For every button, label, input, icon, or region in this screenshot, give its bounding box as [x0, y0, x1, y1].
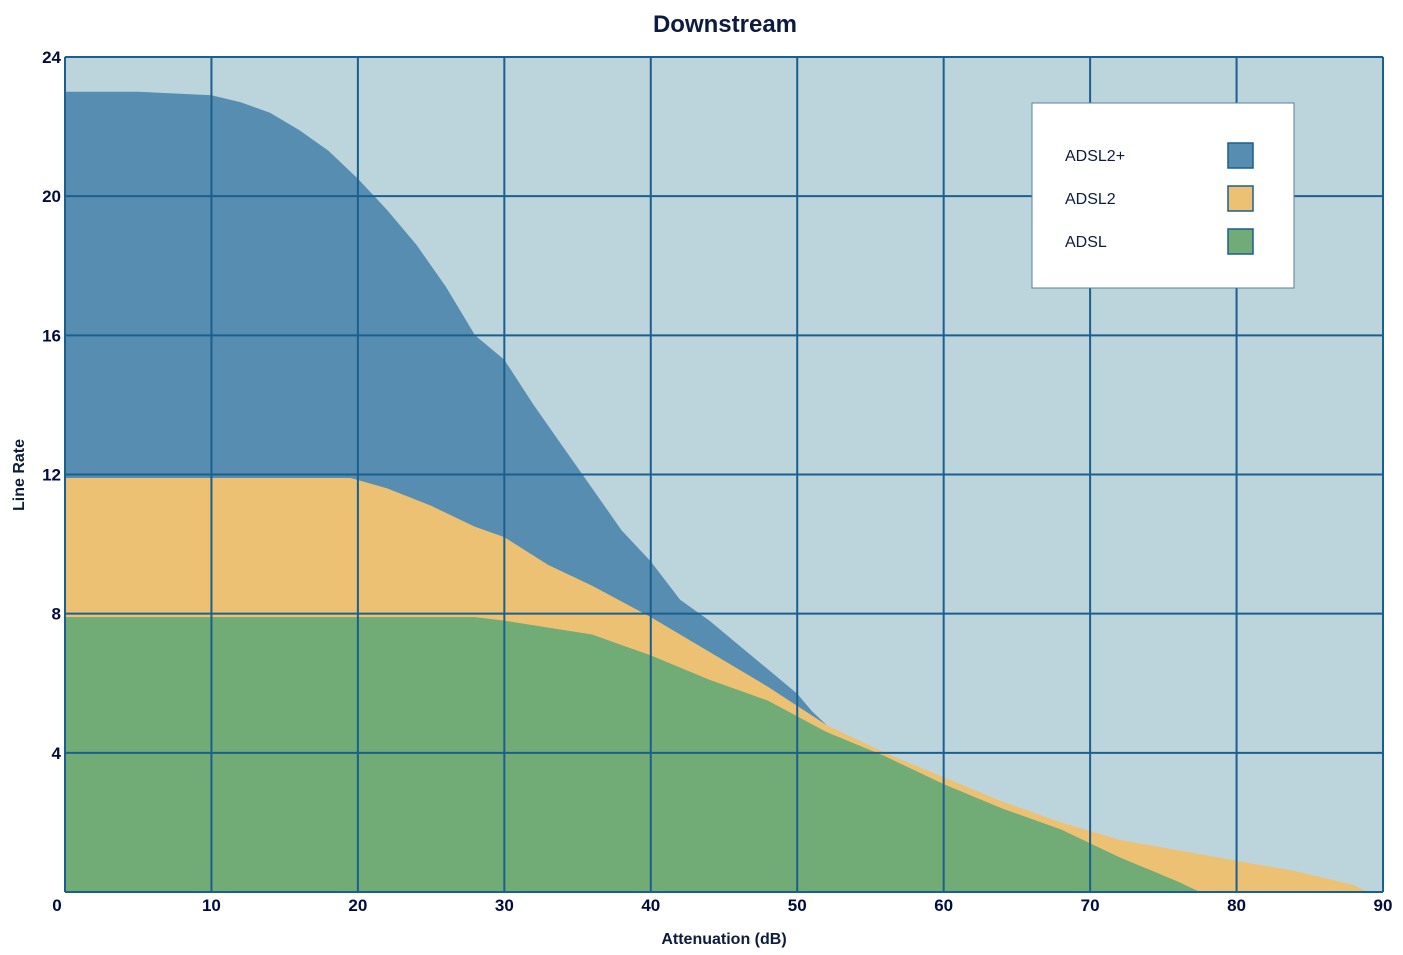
- y-tick-labels: 4 8 12 16 20 24: [42, 48, 61, 763]
- y-tick-label: 4: [52, 744, 62, 763]
- x-tick-label: 20: [348, 896, 367, 915]
- legend-label: ADSL2: [1065, 191, 1116, 208]
- legend-swatch: [1227, 142, 1254, 169]
- y-tick-label: 8: [52, 605, 61, 624]
- x-tick-label: 70: [1081, 896, 1100, 915]
- legend-swatch: [1227, 185, 1254, 212]
- legend-label: ADSL: [1065, 234, 1107, 251]
- x-tick-label: 10: [202, 896, 221, 915]
- x-tick-label: 0: [52, 896, 61, 915]
- chart-title: Downstream: [653, 11, 797, 38]
- x-tick-labels: 0 10 20 30 40 50 60 70 80 90: [52, 896, 1392, 915]
- legend: ADSL2+ ADSL2 ADSL: [1031, 102, 1295, 289]
- x-tick-label: 90: [1374, 896, 1393, 915]
- y-tick-label: 24: [42, 48, 61, 67]
- x-tick-label: 80: [1227, 896, 1246, 915]
- series-areas: [65, 91, 1369, 893]
- x-tick-label: 40: [641, 896, 660, 915]
- legend-label: ADSL2+: [1065, 148, 1125, 165]
- x-tick-label: 60: [934, 896, 953, 915]
- x-tick-label: 50: [788, 896, 807, 915]
- y-axis-title: Line Rate: [11, 439, 28, 511]
- y-tick-label: 20: [42, 187, 61, 206]
- legend-swatch: [1227, 228, 1254, 255]
- y-tick-label: 16: [42, 326, 61, 345]
- series-area-adsl: [65, 617, 1200, 892]
- y-tick-label: 12: [42, 466, 61, 485]
- x-axis-title: Attenuation (dB): [661, 931, 786, 948]
- x-tick-label: 30: [495, 896, 514, 915]
